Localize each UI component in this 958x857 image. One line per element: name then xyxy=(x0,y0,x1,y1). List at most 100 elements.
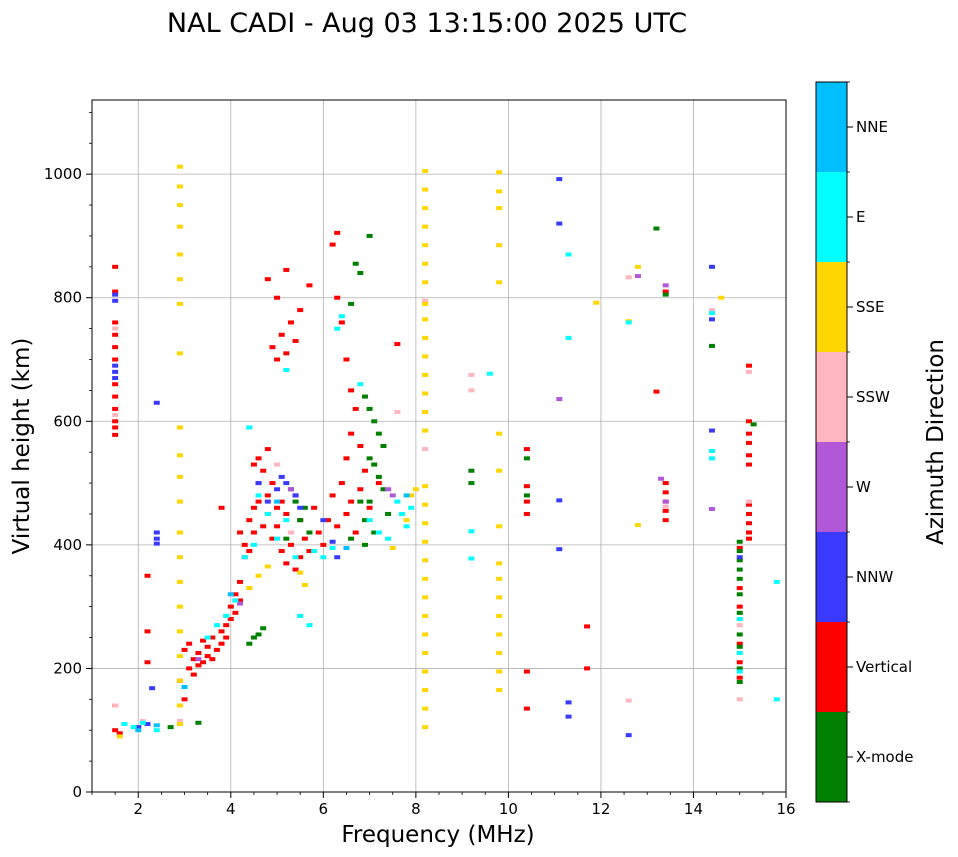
data-point xyxy=(389,493,396,498)
data-point xyxy=(287,530,294,535)
data-point xyxy=(523,456,530,461)
colorbar-segment xyxy=(816,712,847,802)
x-tick-label: 12 xyxy=(591,800,610,818)
data-point xyxy=(139,720,146,725)
colorbar-segment xyxy=(816,442,847,532)
colorbar-frame xyxy=(815,81,848,803)
data-point xyxy=(176,604,183,609)
y-axis-label: Virtual height (km) xyxy=(9,338,35,555)
data-point xyxy=(422,261,429,266)
data-point xyxy=(343,511,350,516)
data-point xyxy=(361,542,368,547)
data-point xyxy=(422,576,429,581)
data-point xyxy=(260,524,267,529)
data-point xyxy=(496,524,503,529)
data-point xyxy=(708,448,715,453)
data-point xyxy=(246,586,253,591)
data-point xyxy=(153,530,160,535)
data-point xyxy=(398,511,405,516)
data-point xyxy=(357,444,364,448)
colorbar-segment xyxy=(816,172,847,262)
data-point xyxy=(153,723,160,728)
series-nne xyxy=(135,493,410,733)
data-point xyxy=(357,487,364,492)
data-point xyxy=(496,561,503,566)
data-point xyxy=(343,545,350,550)
data-point xyxy=(496,613,503,618)
data-point xyxy=(736,586,743,591)
data-point xyxy=(334,326,341,331)
colorbar-segment xyxy=(816,82,847,172)
data-point xyxy=(297,555,304,560)
data-point xyxy=(736,592,743,597)
data-point xyxy=(334,295,341,300)
data-point xyxy=(301,505,308,510)
data-point xyxy=(116,734,123,739)
data-point xyxy=(306,549,313,554)
data-point xyxy=(523,493,530,498)
x-tick-label: 10 xyxy=(499,800,518,818)
data-point xyxy=(468,529,475,534)
data-point xyxy=(708,311,715,316)
data-point xyxy=(366,456,373,461)
data-point xyxy=(121,722,128,727)
data-point xyxy=(297,570,304,575)
data-point xyxy=(366,499,373,504)
data-point xyxy=(112,357,119,362)
data-point xyxy=(736,650,743,655)
data-point xyxy=(394,342,401,347)
data-point xyxy=(634,523,641,528)
data-point xyxy=(745,502,752,507)
data-point xyxy=(246,641,253,646)
y-tick-label: 600 xyxy=(53,412,82,430)
data-point xyxy=(366,505,373,510)
data-point xyxy=(227,592,234,597)
data-point xyxy=(306,623,313,628)
data-point xyxy=(422,169,429,174)
data-point xyxy=(306,530,313,535)
data-point xyxy=(287,542,294,547)
data-point xyxy=(274,499,281,504)
data-point xyxy=(662,504,669,509)
data-point xyxy=(422,484,429,489)
data-point xyxy=(556,177,563,182)
data-point xyxy=(112,432,119,437)
data-point xyxy=(736,680,743,685)
data-point xyxy=(246,518,253,523)
data-point xyxy=(144,660,151,665)
data-point xyxy=(736,555,743,560)
data-point xyxy=(352,406,359,411)
data-point xyxy=(112,292,119,297)
data-point xyxy=(352,530,359,535)
data-point xyxy=(496,431,503,436)
data-point xyxy=(745,521,752,526)
data-point xyxy=(209,635,216,640)
data-point xyxy=(227,617,234,621)
data-point xyxy=(496,189,503,194)
data-point xyxy=(283,267,290,272)
data-point xyxy=(523,447,530,452)
data-point xyxy=(255,481,262,486)
data-point xyxy=(283,368,290,373)
data-point xyxy=(496,243,503,248)
data-point xyxy=(361,468,368,473)
data-point xyxy=(745,431,752,436)
series-x-mode xyxy=(167,226,757,730)
data-point xyxy=(153,541,160,546)
data-point xyxy=(320,542,327,547)
data-point xyxy=(283,511,290,516)
data-point xyxy=(496,632,503,637)
x-tick-label: 8 xyxy=(411,800,421,818)
data-point xyxy=(190,657,197,662)
data-point xyxy=(283,351,290,356)
data-point xyxy=(176,453,183,458)
data-point xyxy=(773,579,780,584)
series-w xyxy=(195,274,715,662)
y-axis: 0 200 400 600 800 1000 xyxy=(44,111,92,801)
data-point xyxy=(176,301,183,306)
data-point xyxy=(237,530,244,535)
data-point xyxy=(278,549,285,554)
y-tick-label: 800 xyxy=(53,289,82,307)
data-point xyxy=(736,604,743,609)
data-point xyxy=(625,733,632,738)
